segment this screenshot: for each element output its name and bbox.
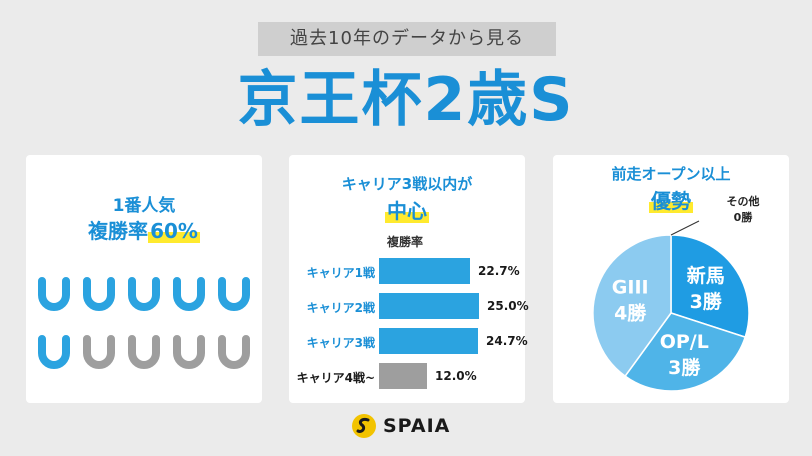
- horseshoe-icon: [171, 335, 207, 373]
- horseshoe-icon: [36, 277, 72, 315]
- spaia-logo: SPAIA: [351, 413, 450, 439]
- horseshoe-icon: [126, 335, 162, 373]
- horseshoe-row-2: [36, 335, 252, 373]
- pie-slice-label: GIII: [612, 277, 649, 299]
- pie-leader-line: [670, 220, 700, 236]
- career-card: キャリア3戦以内が 中心 複勝率 キャリア1戦 22.7% キャリア2戦 25.0% キ…: [289, 155, 529, 403]
- place-rate-label: 複勝率: [88, 219, 149, 243]
- pie-slice-label: その他: [727, 194, 760, 208]
- pie-slice: [624, 312, 747, 392]
- horseshoe-icon: [126, 277, 162, 315]
- card-subheading: 複勝率 60%: [26, 215, 262, 244]
- card-heading: 1番人気: [112, 196, 176, 216]
- card-subheading: 優勢: [553, 185, 789, 214]
- pie-slice-label: OP/L: [660, 331, 709, 353]
- bar-category-label: キャリア2戦: [306, 301, 375, 315]
- bar: [379, 363, 427, 389]
- horseshoe-icon: [36, 335, 72, 373]
- pie-slice: [592, 234, 672, 378]
- horseshoe-icon: [171, 277, 207, 315]
- pie-slice: [670, 234, 750, 339]
- horseshoe-icon: [81, 335, 117, 373]
- previous-race-pie-chart: 新馬 3勝 OP/L 3勝 GIII 4勝 その他 0勝: [592, 194, 760, 392]
- bar-row: キャリア2戦 25.0%: [289, 293, 529, 319]
- bar: [379, 328, 478, 354]
- pie-slice-label: 0勝: [734, 210, 754, 224]
- bar-row: キャリア1戦 22.7%: [289, 258, 525, 284]
- card-subheading: 中心: [289, 195, 525, 224]
- bar-value-label: 25.0%: [487, 299, 529, 313]
- horseshoe-row-1: [36, 277, 252, 315]
- bar-category-label: キャリア3戦: [306, 336, 375, 350]
- pie-slice-label: 新馬: [687, 264, 725, 287]
- bar-value-label: 22.7%: [478, 264, 520, 278]
- card-heading: 前走オープン以上: [611, 165, 731, 183]
- subtitle-banner: 過去10年のデータから見る: [258, 22, 556, 56]
- pie-slice-label: 4勝: [614, 302, 647, 325]
- horseshoe-icon: [216, 335, 252, 373]
- spaia-logo-text: SPAIA: [383, 415, 451, 437]
- bar-category-label: キャリア1戦: [306, 266, 375, 280]
- spaia-logo-icon: [352, 414, 376, 438]
- highlight-text: 優勢: [649, 189, 693, 213]
- page-title: 京王杯2歳S: [237, 65, 575, 135]
- bar: [379, 258, 470, 284]
- highlight-text: 中心: [385, 199, 429, 223]
- card-heading: キャリア3戦以内が: [341, 175, 473, 193]
- pie-slice-label: 3勝: [668, 356, 701, 379]
- bar-row: キャリア3戦 24.7%: [289, 328, 528, 354]
- horseshoe-icon: [81, 277, 117, 315]
- pie-slice-label: 3勝: [690, 290, 723, 313]
- horseshoe-icon: [216, 277, 252, 315]
- bar-row: キャリア4戦~ 12.0%: [289, 363, 525, 389]
- bar: [379, 293, 479, 319]
- bar-value-label: 12.0%: [435, 369, 477, 383]
- bar-category-label: キャリア4戦~: [296, 371, 375, 385]
- place-rate-value: 60%: [148, 219, 200, 243]
- favorite-popularity-card: 1番人気 複勝率 60%: [26, 155, 262, 403]
- previous-race-card: 前走オープン以上 優勢 新馬 3勝 OP/L 3勝 GIII 4勝 その他 0勝: [553, 155, 789, 403]
- bar-value-label: 24.7%: [486, 334, 528, 348]
- axis-label: 複勝率: [387, 235, 424, 249]
